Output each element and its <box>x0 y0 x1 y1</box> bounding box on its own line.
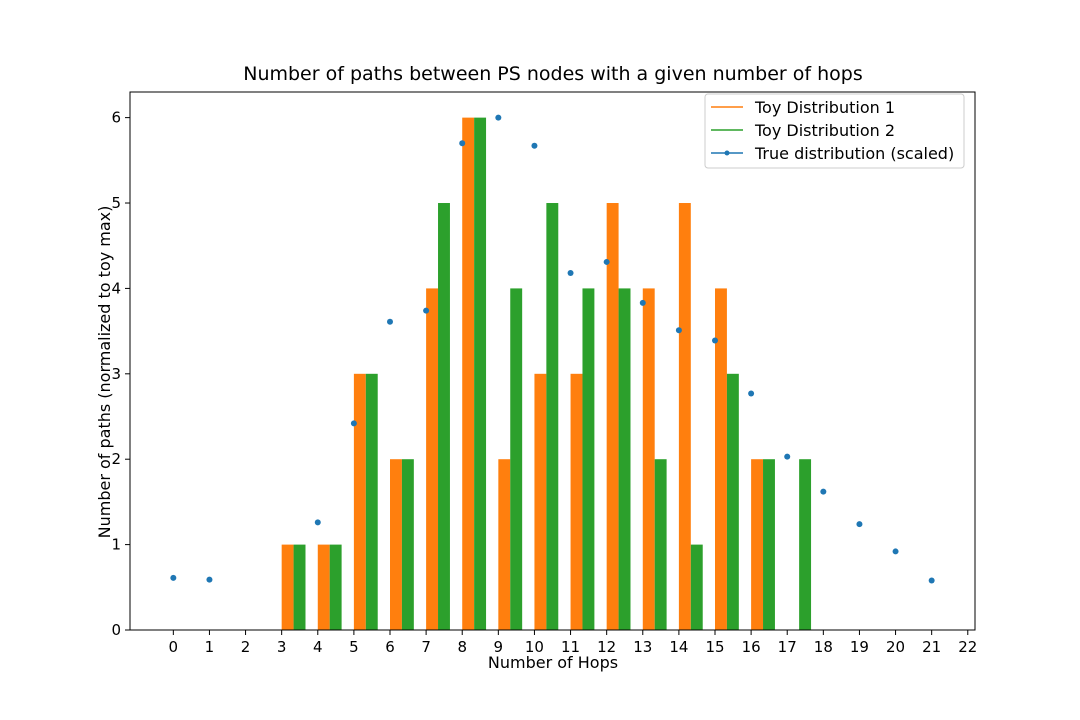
x-tick-label-11: 11 <box>561 638 580 656</box>
bar-toy-1-15 <box>715 288 727 630</box>
bar-toy-2-8 <box>474 117 487 631</box>
x-tick-label-20: 20 <box>886 638 905 656</box>
true-dist-point-1 <box>206 576 213 583</box>
bar-toy-2-16 <box>763 459 775 630</box>
legend: Toy Distribution 1 Toy Distribution 2 True… <box>704 93 965 169</box>
true-dist-point-21 <box>928 577 935 584</box>
bar-toy-2-7 <box>438 203 450 630</box>
x-tick-label-1: 1 <box>205 638 215 656</box>
plot-frame <box>129 91 976 631</box>
x-tick-label-21: 21 <box>922 638 941 656</box>
x-tick-label-2: 2 <box>241 638 251 656</box>
y-tick-label-2: 2 <box>111 450 121 468</box>
bar-toy-1-3 <box>281 544 294 630</box>
x-tick-label-7: 7 <box>421 638 431 656</box>
true-dist-point-17 <box>784 453 791 460</box>
x-tick-label-16: 16 <box>742 638 761 656</box>
legend-marker-true-dist <box>724 150 730 156</box>
legend-label-true-dist: True distribution (scaled) <box>754 144 954 163</box>
x-tick-label-4: 4 <box>313 638 323 656</box>
bar-toy-1-12 <box>606 203 619 630</box>
x-tick-label-17: 17 <box>778 638 797 656</box>
plot-area <box>170 114 935 631</box>
x-tick-label-14: 14 <box>669 638 688 656</box>
x-tick-label-19: 19 <box>850 638 869 656</box>
x-tick-label-3: 3 <box>277 638 287 656</box>
axes: 0 1 2 3 4 5 6 7 8 9 10 11 12 13 14 15 16 17 18 19 20 21 220123… <box>111 91 977 656</box>
legend-box <box>704 93 965 169</box>
true-dist-point-9 <box>495 114 502 121</box>
bar-toy-1-7 <box>426 288 439 630</box>
bar-toy-2-12 <box>618 288 631 630</box>
bar-toy-2-14 <box>690 544 703 630</box>
bar-toy-1-4 <box>317 544 330 630</box>
legend-label-toy-2: Toy Distribution 2 <box>754 121 895 140</box>
bar-toy-2-17 <box>799 459 812 630</box>
x-tick-label-15: 15 <box>705 638 724 656</box>
bar-toy-2-15 <box>726 373 739 630</box>
y-tick-label-5: 5 <box>111 194 121 212</box>
bar-toy-1-13 <box>642 288 655 630</box>
true-dist-point-13 <box>639 299 646 306</box>
bar-toy-2-3 <box>293 544 306 630</box>
true-dist-point-18 <box>820 488 827 495</box>
bar-toy-2-6 <box>401 459 414 630</box>
y-tick-label-0: 0 <box>111 621 121 639</box>
y-tick-label-4: 4 <box>111 279 121 297</box>
x-tick-label-0: 0 <box>169 638 179 656</box>
y-axis-label: Number of paths (normalized to toy max) <box>95 206 114 539</box>
true-dist-point-11 <box>567 270 574 277</box>
x-tick-label-18: 18 <box>814 638 833 656</box>
bar-toy-2-5 <box>365 373 378 630</box>
x-tick-label-12: 12 <box>597 638 616 656</box>
true-dist-point-10 <box>531 142 538 149</box>
x-tick-label-9: 9 <box>494 638 504 656</box>
bar-toy-2-9 <box>510 288 523 630</box>
x-tick-label-13: 13 <box>633 638 652 656</box>
bar-toy-1-10 <box>534 373 547 630</box>
y-tick-label-3: 3 <box>111 365 121 383</box>
true-dist-point-4 <box>314 519 321 526</box>
true-dist-point-5 <box>350 420 357 427</box>
x-tick-label-22: 22 <box>958 638 977 656</box>
x-tick-label-5: 5 <box>349 638 359 656</box>
true-dist-point-6 <box>387 318 393 325</box>
x-tick-label-6: 6 <box>385 638 395 656</box>
bar-toy-2-10 <box>546 203 559 630</box>
true-dist-point-0 <box>170 574 177 581</box>
x-tick-label-8: 8 <box>457 638 467 656</box>
bar-toy-2-11 <box>582 288 595 630</box>
x-axis-label: Number of Hops <box>488 653 618 672</box>
bar-toy-2-4 <box>329 544 342 630</box>
bar-toy-1-14 <box>678 203 691 630</box>
bar-toy-1-5 <box>353 373 366 630</box>
true-dist-point-8 <box>459 140 466 147</box>
true-dist-point-12 <box>603 258 610 265</box>
bar-toy-1-8 <box>462 117 475 631</box>
bar-toy-1-16 <box>751 459 764 630</box>
bar-toy-1-9 <box>498 459 511 630</box>
y-tick-label-6: 6 <box>111 109 121 127</box>
true-dist-point-16 <box>748 390 755 397</box>
chart-title: Number of paths between PS nodes with a … <box>243 63 863 85</box>
bar-toy-1-6 <box>390 459 402 630</box>
true-dist-point-7 <box>423 307 430 314</box>
legend-label-toy-1: Toy Distribution 1 <box>754 98 895 117</box>
true-dist-point-20 <box>892 548 899 555</box>
true-dist-point-15 <box>712 337 718 344</box>
bar-toy-2-13 <box>654 459 667 630</box>
y-tick-label-1: 1 <box>111 536 121 554</box>
true-dist-point-14 <box>675 327 682 334</box>
x-tick-label-10: 10 <box>525 638 544 656</box>
true-dist-point-19 <box>856 521 863 528</box>
bar-toy-1-11 <box>570 373 583 630</box>
